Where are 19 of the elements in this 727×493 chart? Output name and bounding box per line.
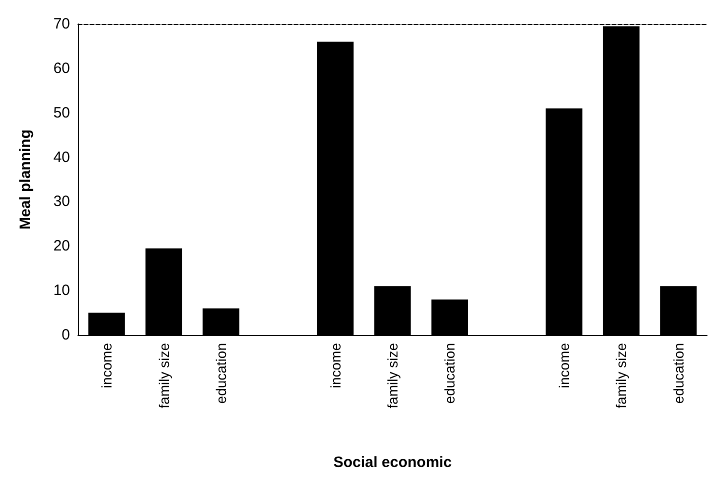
x-tick-label: family size bbox=[613, 342, 630, 408]
y-tick-label: 70 bbox=[53, 16, 70, 32]
y-tick-label: 60 bbox=[53, 60, 70, 77]
y-tick-label: 10 bbox=[53, 282, 70, 300]
y-axis-title: Meal planning bbox=[17, 129, 34, 230]
x-tick-label: income bbox=[327, 342, 344, 388]
y-tick-label: 30 bbox=[53, 193, 70, 210]
x-tick-label: family size bbox=[156, 342, 172, 408]
x-tick-label: income bbox=[556, 342, 572, 388]
y-tick-label: 20 bbox=[53, 238, 70, 255]
x-axis-title: Social economic bbox=[333, 454, 452, 471]
x-tick-label: income bbox=[98, 342, 115, 388]
y-tick-label: 50 bbox=[53, 104, 70, 122]
y-tick-label: 0 bbox=[62, 326, 70, 344]
x-tick-label: education bbox=[670, 343, 686, 404]
x-tick-label: family size bbox=[384, 342, 400, 408]
y-tick-label: 40 bbox=[53, 148, 70, 166]
x-tick-label: education bbox=[212, 343, 229, 404]
x-tick-label: education bbox=[442, 343, 458, 404]
